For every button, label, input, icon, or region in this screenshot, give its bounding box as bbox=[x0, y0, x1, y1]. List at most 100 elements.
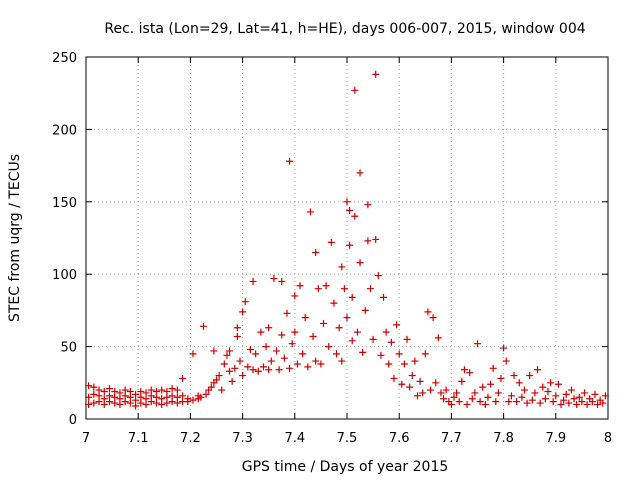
data-point bbox=[400, 360, 408, 368]
data-point bbox=[447, 401, 455, 409]
data-point bbox=[427, 386, 435, 394]
data-point bbox=[437, 389, 445, 397]
data-point bbox=[152, 387, 160, 395]
x-tick-label: 7.7 bbox=[441, 431, 462, 446]
data-point bbox=[440, 395, 448, 403]
data-point bbox=[278, 331, 286, 339]
data-point bbox=[570, 395, 578, 403]
data-point bbox=[273, 347, 281, 355]
data-point bbox=[369, 335, 377, 343]
data-point bbox=[520, 386, 528, 394]
data-point bbox=[158, 386, 166, 394]
data-point bbox=[90, 383, 98, 391]
data-point bbox=[348, 293, 356, 301]
y-tick-label: 0 bbox=[69, 413, 77, 428]
data-point bbox=[179, 392, 187, 400]
data-point bbox=[510, 372, 518, 380]
data-point bbox=[385, 360, 393, 368]
data-point bbox=[314, 285, 322, 293]
data-point bbox=[333, 350, 341, 358]
data-point bbox=[534, 366, 542, 374]
data-point bbox=[226, 347, 234, 355]
data-point bbox=[241, 298, 249, 306]
data-point bbox=[105, 392, 113, 400]
data-point bbox=[312, 248, 320, 256]
data-point bbox=[411, 357, 419, 365]
data-point bbox=[158, 395, 166, 403]
data-point bbox=[361, 306, 369, 314]
data-point bbox=[356, 259, 364, 267]
x-tick-labels: 7 7.1 7.2 7.3 7.4 7.5 7.6 7.7 7.8 7.9 8 bbox=[82, 431, 612, 446]
data-point bbox=[455, 398, 463, 406]
data-point bbox=[364, 201, 372, 209]
data-point bbox=[583, 401, 591, 409]
data-point bbox=[372, 235, 380, 243]
data-point bbox=[374, 272, 382, 280]
data-point bbox=[199, 322, 207, 330]
data-point bbox=[189, 396, 197, 404]
data-point bbox=[301, 314, 309, 322]
data-point bbox=[286, 364, 294, 372]
data-point bbox=[286, 157, 294, 165]
data-point bbox=[541, 395, 549, 403]
x-tick-label: 7.3 bbox=[232, 431, 253, 446]
data-point bbox=[536, 399, 544, 407]
data-points bbox=[85, 70, 609, 410]
data-point bbox=[320, 319, 328, 327]
data-point bbox=[267, 357, 275, 365]
data-point bbox=[226, 367, 234, 375]
data-point bbox=[549, 398, 557, 406]
data-point bbox=[471, 389, 479, 397]
data-point bbox=[408, 372, 416, 380]
data-point bbox=[591, 390, 599, 398]
y-tick-labels: 0 50 100 150 200 250 bbox=[52, 51, 77, 428]
data-point bbox=[460, 366, 468, 374]
data-point bbox=[353, 328, 361, 336]
data-point bbox=[233, 324, 241, 332]
data-point bbox=[228, 377, 236, 385]
x-tick-label: 7.8 bbox=[493, 431, 514, 446]
data-point bbox=[432, 379, 440, 387]
data-point bbox=[575, 393, 583, 401]
data-point bbox=[317, 360, 325, 368]
x-tick-label: 7.1 bbox=[128, 431, 149, 446]
data-point bbox=[278, 277, 286, 285]
data-point bbox=[210, 347, 218, 355]
data-point bbox=[442, 386, 450, 394]
data-point bbox=[246, 345, 254, 353]
data-point bbox=[259, 363, 267, 371]
data-point bbox=[306, 208, 314, 216]
data-point bbox=[481, 401, 489, 409]
data-point bbox=[419, 389, 427, 397]
data-point bbox=[567, 386, 575, 394]
data-point bbox=[309, 332, 317, 340]
data-point bbox=[557, 401, 565, 409]
data-point bbox=[578, 398, 586, 406]
x-axis-label: GPS time / Days of year 2015 bbox=[242, 459, 449, 475]
data-point bbox=[526, 372, 534, 380]
data-point bbox=[588, 398, 596, 406]
data-point bbox=[599, 399, 607, 407]
data-point bbox=[393, 321, 401, 329]
data-point bbox=[476, 398, 484, 406]
data-point bbox=[453, 389, 461, 397]
data-point bbox=[202, 390, 210, 398]
data-point bbox=[325, 343, 333, 351]
data-point bbox=[463, 401, 471, 409]
data-point bbox=[270, 275, 278, 283]
data-point bbox=[296, 282, 304, 290]
data-point bbox=[531, 389, 539, 397]
data-point bbox=[100, 387, 108, 395]
data-point bbox=[382, 328, 390, 336]
data-point bbox=[380, 293, 388, 301]
data-point bbox=[450, 393, 458, 401]
data-point bbox=[581, 389, 589, 397]
data-point bbox=[492, 398, 500, 406]
data-point bbox=[291, 292, 299, 300]
x-tick-label: 7 bbox=[82, 431, 90, 446]
data-point bbox=[497, 374, 505, 382]
data-point bbox=[424, 308, 432, 316]
data-point bbox=[458, 377, 466, 385]
data-point bbox=[111, 387, 119, 395]
data-point bbox=[330, 299, 338, 307]
